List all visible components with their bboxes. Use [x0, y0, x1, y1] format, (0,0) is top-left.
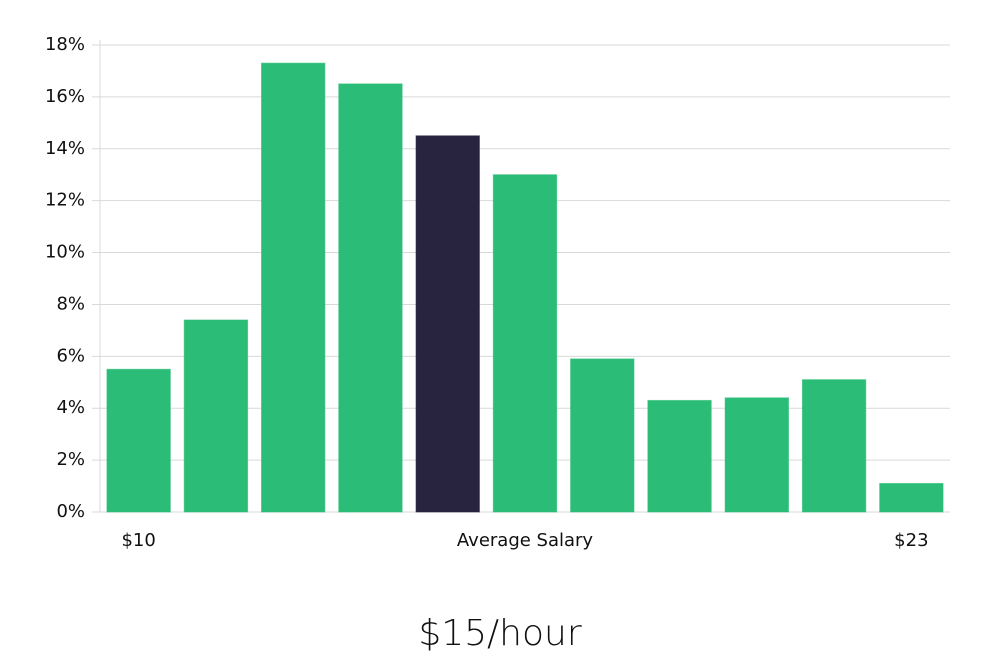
bar	[879, 482, 944, 513]
bar	[183, 319, 249, 513]
y-tick-label: 10%	[45, 242, 85, 263]
x-tick-label: $23	[894, 530, 928, 551]
y-tick-label: 16%	[45, 86, 85, 107]
bar	[801, 379, 867, 513]
bar	[106, 368, 171, 513]
x-axis-label: Average Salary	[457, 530, 594, 551]
bar	[338, 83, 403, 513]
y-tick-label: 18%	[45, 34, 85, 55]
bar	[724, 397, 789, 513]
bar	[570, 358, 635, 513]
y-tick-label: 8%	[56, 293, 85, 314]
x-tick-label: $10	[121, 530, 155, 551]
y-tick-label: 0%	[56, 501, 85, 522]
y-tick-label: 14%	[45, 138, 85, 159]
bar	[415, 135, 480, 513]
bar	[492, 174, 558, 513]
bar	[261, 62, 326, 513]
y-tick-label: 12%	[45, 190, 85, 211]
y-tick-label: 2%	[56, 449, 85, 470]
y-tick-label: 4%	[56, 397, 85, 418]
bar	[647, 399, 712, 513]
subtitle: $15/hour	[418, 613, 582, 654]
y-tick-label: 6%	[56, 345, 85, 366]
